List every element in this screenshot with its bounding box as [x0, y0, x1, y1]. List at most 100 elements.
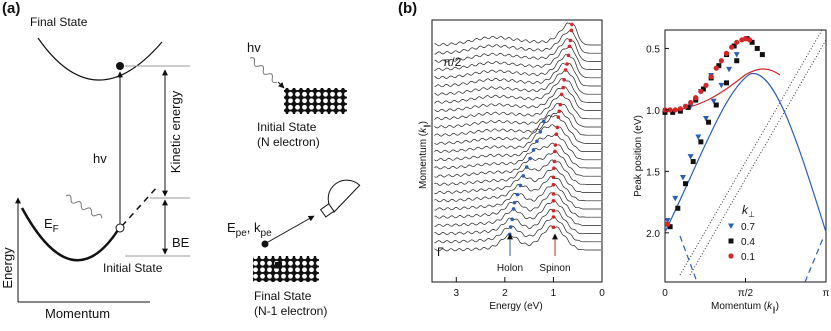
final-note: (N-1 electron) — [254, 304, 327, 318]
holon-peak — [531, 148, 536, 152]
legend-label: 0.1 — [741, 252, 755, 263]
holon-peak — [512, 200, 517, 205]
initial-state-label: Initial State — [103, 261, 163, 275]
holon-peak — [535, 139, 539, 144]
holon-peak — [538, 130, 543, 134]
top-label: π/2 — [443, 55, 462, 69]
edc-curve — [434, 77, 601, 104]
spinon-peak — [551, 215, 556, 219]
edc-curve — [434, 124, 601, 153]
final-band — [37, 37, 163, 81]
text: k — [767, 301, 773, 312]
point — [708, 74, 714, 80]
spinon-peak — [552, 166, 556, 171]
band-dashed — [121, 185, 159, 227]
edc-curve — [434, 142, 601, 170]
spinon-peak — [559, 92, 564, 97]
text: Momentum ( — [711, 301, 768, 312]
initial-state-label: Initial State — [257, 120, 317, 134]
spinon-peak — [567, 44, 572, 49]
point — [702, 116, 709, 122]
point — [672, 195, 679, 202]
spinon-peak — [553, 143, 558, 147]
dispersion-points — [662, 36, 765, 230]
point — [729, 44, 735, 50]
x-tick-label: 1 — [551, 288, 557, 299]
edc-curve — [434, 29, 601, 55]
edc-curve — [434, 175, 601, 203]
point — [682, 103, 689, 109]
holon-peak — [515, 192, 520, 197]
spinon-peak — [551, 192, 556, 196]
y-tick-label: 2.0 — [646, 229, 660, 240]
text: ⊥ — [748, 210, 755, 219]
ef-sub: F — [53, 224, 59, 235]
energy-axis-label: Energy — [0, 247, 15, 289]
x-tick-label: 0 — [599, 288, 605, 299]
photon-head — [277, 81, 285, 89]
final-state-label: Final State — [254, 289, 312, 303]
spinon-peak — [554, 132, 559, 137]
edc-curve — [434, 22, 601, 47]
point — [706, 119, 712, 125]
point — [713, 65, 719, 71]
spinon-peak — [556, 115, 561, 119]
point — [672, 107, 678, 113]
lattice — [253, 256, 319, 282]
point — [685, 104, 691, 110]
text: k — [418, 127, 429, 133]
edc-curve — [434, 208, 601, 236]
spinon-peak — [566, 53, 571, 58]
plot-frame — [431, 19, 603, 283]
holon-peak — [528, 156, 532, 161]
x-tick-label: π — [823, 288, 830, 299]
y-tick-label: 1.5 — [646, 167, 660, 178]
edc-curve — [434, 133, 601, 162]
holon-peak — [521, 174, 526, 178]
legend-label: 0.4 — [741, 237, 755, 248]
ef-main: E — [44, 216, 53, 231]
point — [693, 95, 699, 101]
x-axis-label: Momentum (k∥) — [711, 301, 779, 314]
point — [728, 223, 734, 229]
point — [723, 50, 730, 56]
holon-peak — [518, 183, 523, 188]
holon-peak — [508, 225, 513, 229]
point — [734, 39, 740, 45]
text: ) — [418, 121, 429, 124]
edc-curve — [434, 184, 601, 211]
holon-peak — [541, 119, 546, 124]
x-axis-label: Energy (eV) — [489, 301, 542, 312]
point — [703, 82, 709, 88]
initial-note: (N electron) — [257, 135, 320, 149]
text: pe — [236, 228, 248, 239]
y-tick-label: 0.5 — [646, 44, 660, 55]
point — [718, 58, 724, 64]
point — [728, 253, 734, 259]
point — [667, 107, 673, 113]
ef-label: EF — [44, 216, 59, 235]
edc-curve — [434, 86, 601, 112]
edc-curves — [434, 22, 601, 252]
point — [742, 36, 749, 42]
text: Momentum ( — [418, 132, 429, 189]
x-tick-label: 2 — [502, 288, 508, 299]
blue-curve — [664, 73, 827, 233]
holon-label: Holon — [497, 263, 523, 274]
text: ) — [776, 301, 779, 312]
edc-curve — [434, 114, 601, 145]
red-curve — [664, 68, 781, 113]
point — [675, 205, 681, 211]
text: ∥ — [423, 124, 431, 128]
hole — [115, 223, 125, 233]
point — [728, 238, 734, 244]
panel-label: (b) — [398, 0, 417, 17]
spinon-peak — [557, 109, 562, 114]
final-state-label: Final State — [30, 15, 88, 29]
point — [731, 43, 737, 49]
momentum-axis-label: Momentum — [45, 306, 110, 321]
edc-curve — [434, 225, 601, 252]
hv-label: hv — [247, 40, 261, 55]
spinon-peak — [552, 159, 557, 164]
edc-curve — [434, 192, 601, 219]
